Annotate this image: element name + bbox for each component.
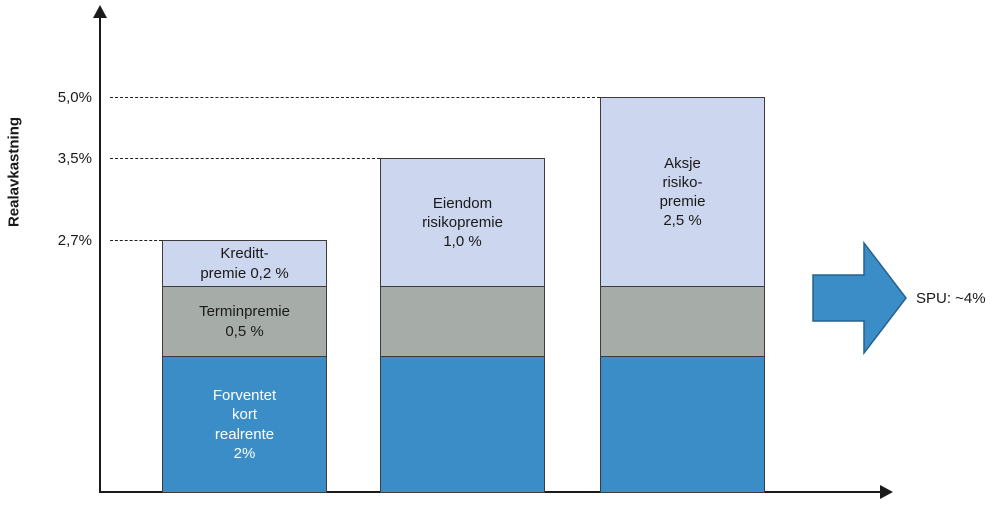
bar-segment-eiendom-risikopremie: Eiendom risikopremie 1,0 % — [380, 158, 545, 287]
y-axis-label: Realavkastning — [5, 116, 23, 228]
bar-segment-forventet-kort-realrente: Forventet kort realrente 2% — [162, 357, 327, 493]
bar-eiendom: Eiendom risikopremie 1,0 % — [380, 158, 545, 493]
y-axis — [99, 16, 101, 493]
bar-segment-forventet-kort-realrente — [600, 357, 765, 493]
gridline-dashed-2-7 — [110, 240, 162, 241]
bar-segment-terminpremie: Terminpremie 0,5 % — [162, 287, 327, 357]
bar-segment-terminpremie — [600, 287, 765, 357]
spu-arrow-icon — [812, 241, 907, 355]
bar-aksjer: Aksje risiko- premie 2,5 % — [600, 97, 765, 493]
y-axis-arrow-icon — [93, 5, 107, 18]
gridline-dashed-3-5 — [110, 158, 380, 159]
bar-segment-terminpremie — [380, 287, 545, 357]
x-axis-arrow-icon — [880, 485, 893, 499]
bar-segment-aksje-risikopremie: Aksje risiko- premie 2,5 % — [600, 97, 765, 287]
gridline-dashed-5-0 — [110, 97, 600, 98]
bar-segment-kredittpremie: Kreditt- premie 0,2 % — [162, 240, 327, 287]
y-tick-label-2-7: 2,7% — [57, 232, 92, 249]
y-tick-label-3-5: 3,5% — [57, 150, 92, 167]
spu-annotation: SPU: ~4% — [916, 290, 986, 307]
y-tick-label-5-0: 5,0% — [57, 89, 92, 106]
bar-segment-forventet-kort-realrente — [380, 357, 545, 493]
bar-obligasjoner: Kreditt- premie 0,2 % Terminpremie 0,5 %… — [162, 240, 327, 493]
